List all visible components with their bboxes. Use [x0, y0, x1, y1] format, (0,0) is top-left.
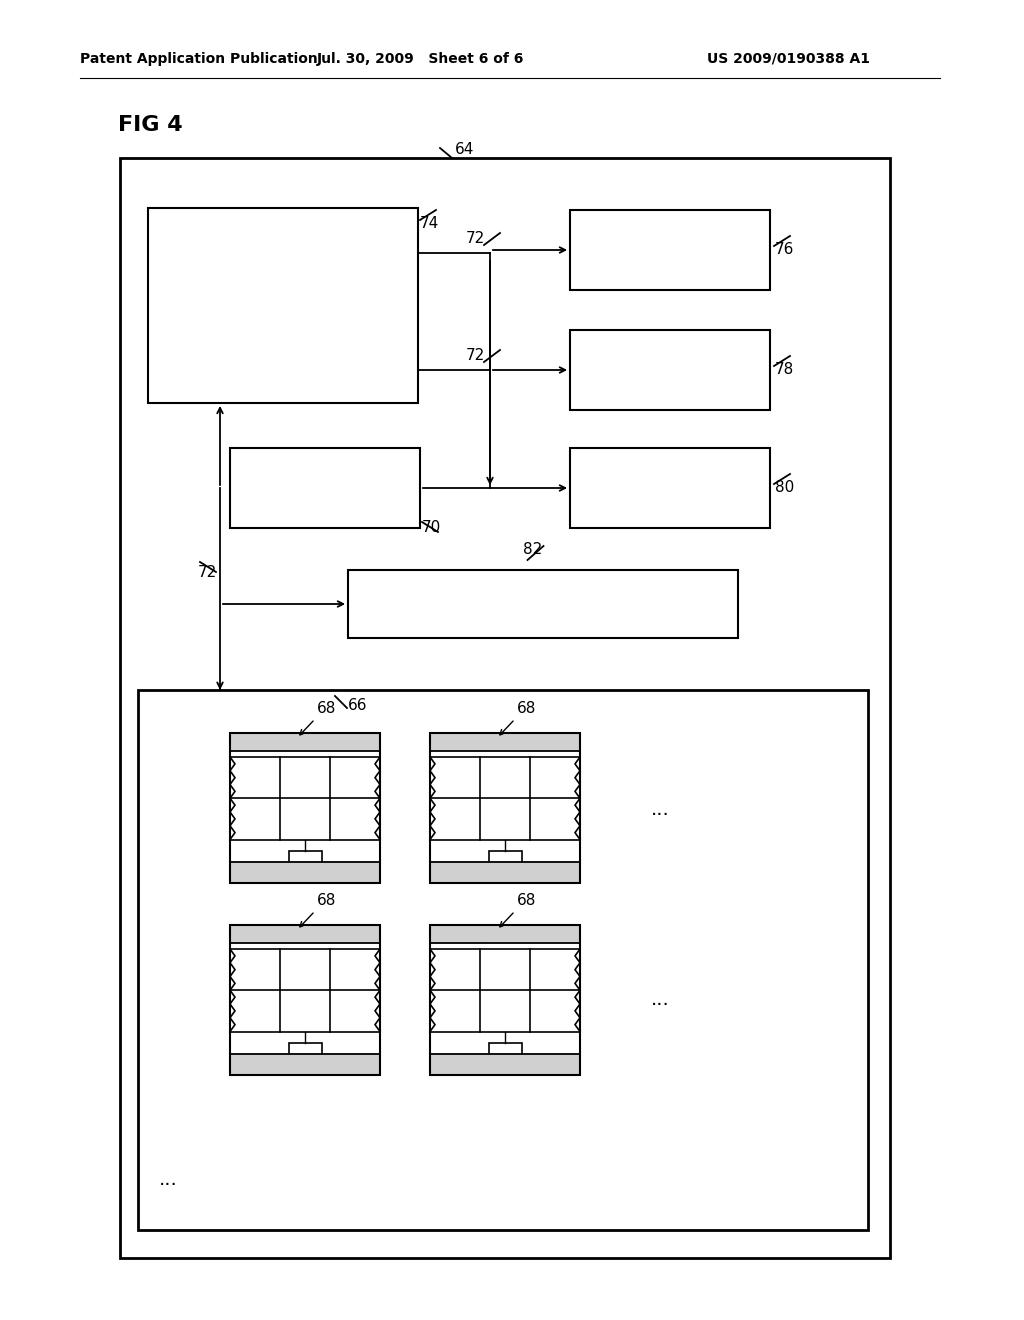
Text: 78: 78: [775, 362, 795, 378]
Bar: [430, 733, 580, 751]
Text: ...: ...: [159, 1170, 177, 1189]
Bar: [570, 330, 770, 411]
Text: 70: 70: [422, 520, 441, 535]
Text: Patent Application Publication: Patent Application Publication: [80, 51, 317, 66]
Bar: [289, 851, 322, 869]
Text: 64: 64: [455, 143, 474, 157]
Bar: [289, 1043, 322, 1061]
Text: 68: 68: [517, 701, 537, 715]
Text: 68: 68: [317, 701, 336, 715]
Bar: [488, 851, 521, 869]
Text: 80: 80: [775, 480, 795, 495]
Bar: [430, 925, 580, 942]
Bar: [348, 570, 738, 638]
Bar: [430, 1038, 580, 1078]
Text: 72: 72: [466, 231, 485, 246]
Text: 76: 76: [775, 242, 795, 257]
Text: Jul. 30, 2009   Sheet 6 of 6: Jul. 30, 2009 Sheet 6 of 6: [316, 51, 523, 66]
Text: 68: 68: [317, 894, 336, 908]
Text: 72: 72: [198, 565, 217, 579]
Bar: [570, 210, 770, 290]
Bar: [148, 209, 418, 403]
Bar: [488, 1043, 521, 1061]
Text: 74: 74: [420, 216, 439, 231]
Bar: [430, 925, 580, 1074]
Bar: [570, 447, 770, 528]
Text: ...: ...: [650, 990, 670, 1008]
Bar: [230, 1053, 380, 1074]
Bar: [230, 862, 380, 883]
Text: 82: 82: [523, 543, 543, 557]
Bar: [430, 846, 580, 887]
Bar: [430, 1053, 580, 1074]
Text: 72: 72: [466, 348, 485, 363]
Bar: [138, 690, 868, 1230]
Bar: [230, 1038, 380, 1078]
Bar: [230, 925, 380, 942]
Bar: [230, 925, 380, 1074]
Text: 66: 66: [348, 698, 368, 713]
Bar: [430, 862, 580, 883]
Bar: [230, 846, 380, 887]
Bar: [120, 158, 890, 1258]
Text: US 2009/0190388 A1: US 2009/0190388 A1: [707, 51, 870, 66]
Bar: [230, 733, 380, 751]
Text: FIG 4: FIG 4: [118, 115, 182, 135]
Text: ...: ...: [650, 800, 670, 818]
Text: 68: 68: [517, 894, 537, 908]
Bar: [230, 733, 380, 883]
Bar: [230, 447, 420, 528]
Bar: [430, 733, 580, 883]
